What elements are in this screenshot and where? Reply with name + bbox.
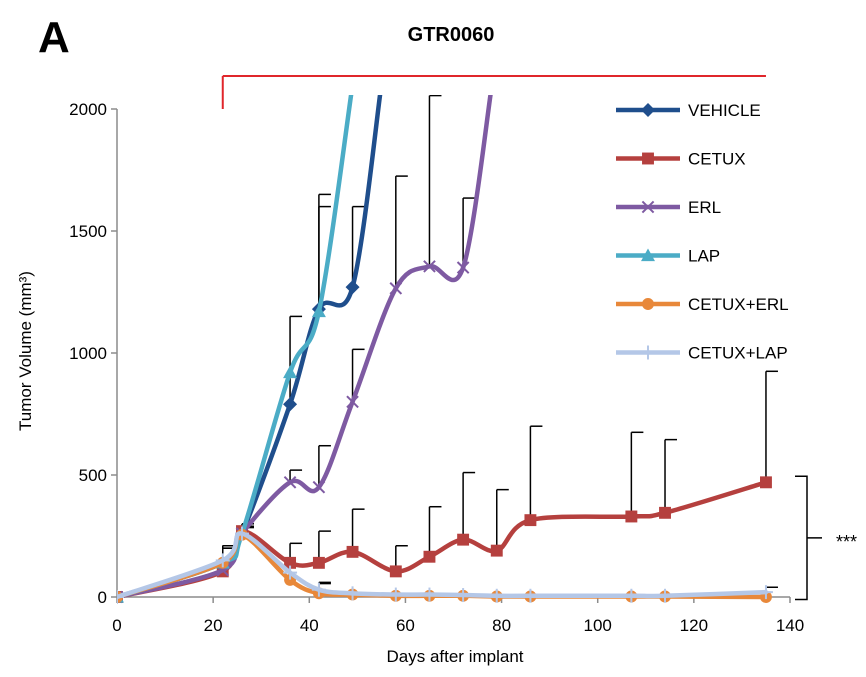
data-point-cetux-lap	[311, 582, 326, 597]
legend-marker	[642, 152, 654, 165]
data-point-cetux-lap	[658, 588, 673, 603]
legend-label: ERL	[688, 198, 721, 217]
marker-stroke	[389, 282, 403, 295]
x-tick-label: 80	[492, 616, 511, 635]
data-point-erl	[389, 282, 403, 295]
series-cetux	[117, 476, 772, 603]
data-point-cetux-lap	[523, 588, 538, 603]
legend-label: CETUX	[688, 150, 746, 169]
legend: VEHICLE CETUX ERL LAP CETUX+ERL CETUX+LAP	[616, 101, 789, 363]
x-tick-label: 40	[300, 616, 319, 635]
data-point-vehicle	[345, 280, 360, 295]
data-point-cetux-lap	[234, 526, 249, 541]
legend-marker	[641, 103, 655, 117]
data-point-erl	[346, 395, 359, 409]
data-point-erl	[312, 480, 326, 494]
y-tick-label: 1500	[69, 222, 107, 241]
series-cetux-lap	[117, 526, 773, 604]
series-lap	[117, 95, 354, 603]
y-axis-label: Tumor Volume (mm³)	[16, 271, 35, 431]
data-point-erl	[423, 260, 436, 273]
legend-label: CETUX+LAP	[688, 344, 788, 363]
data-point-cetux	[423, 550, 436, 563]
data-point-vehicle	[283, 397, 298, 412]
marker-stroke	[346, 395, 359, 409]
series-line-lap	[117, 95, 354, 600]
data-point-erl	[283, 476, 297, 489]
significance-bracket-lines	[795, 475, 822, 601]
data-point-cetux-lap	[388, 587, 403, 602]
data-point-cetux	[284, 556, 297, 569]
legend-item-cetux-lap: CETUX+LAP	[616, 344, 788, 363]
legend-marker	[641, 345, 655, 360]
data-point-cetux-lap	[624, 588, 639, 603]
data-point-cetux-lap	[345, 586, 360, 601]
legend-label: LAP	[688, 247, 720, 266]
series-line-cetux	[117, 480, 769, 600]
chart-title: GTR0060	[408, 24, 495, 46]
marker-stroke	[312, 480, 326, 494]
data-point-lap	[311, 304, 326, 318]
data-point-cetux	[760, 476, 772, 489]
data-point-cetux-lap	[758, 585, 773, 600]
data-point-erl	[456, 261, 470, 274]
legend-item-erl: ERL	[616, 198, 721, 217]
legend-label: CETUX+ERL	[688, 295, 789, 314]
data-point-lap	[283, 365, 298, 379]
x-tick-label: 60	[396, 616, 415, 635]
series-erl	[117, 95, 493, 604]
legend-marker	[642, 298, 654, 310]
data-point-cetux	[312, 556, 325, 569]
significance-label: ***	[836, 532, 857, 552]
x-tick-label: 100	[584, 616, 612, 635]
legend-marker	[641, 200, 655, 214]
y-tick-label: 1000	[69, 344, 107, 363]
marker-stroke	[423, 260, 436, 273]
data-point-cetux-lap	[422, 587, 437, 602]
data-point-cetux-lap	[215, 553, 230, 568]
data-point-cetux	[389, 565, 402, 578]
legend-item-cetux-erl: CETUX+ERL	[616, 295, 789, 314]
y-tick-label: 500	[79, 466, 107, 485]
panel-letter: A	[38, 13, 70, 62]
series-group	[117, 95, 773, 604]
marker-stroke	[283, 476, 297, 489]
data-point-cetux	[625, 510, 638, 523]
legend-item-lap: LAP	[616, 247, 720, 266]
data-point-cetux	[346, 545, 359, 558]
marker-stroke	[641, 200, 655, 214]
data-point-cetux-lap	[283, 565, 298, 580]
data-point-cetux	[524, 514, 537, 527]
legend-item-vehicle: VEHICLE	[616, 101, 761, 120]
x-tick-label: 0	[112, 616, 121, 635]
significance-bracket: ***	[795, 475, 857, 601]
x-tick-label: 20	[204, 616, 223, 635]
legend-marker	[641, 248, 655, 262]
legend-item-cetux: CETUX	[616, 150, 746, 169]
series-line-erl	[117, 95, 493, 600]
data-point-cetux-lap	[117, 590, 124, 604]
data-point-cetux	[659, 506, 671, 519]
x-tick-label: 120	[680, 616, 708, 635]
legend-label: VEHICLE	[688, 101, 761, 120]
marker-stroke	[456, 261, 470, 274]
data-point-cetux-lap	[489, 588, 504, 603]
y-tick-label: 2000	[69, 100, 107, 119]
data-point-cetux	[457, 533, 470, 546]
data-point-cetux	[490, 544, 503, 557]
series-line-cetux-lap	[117, 531, 769, 600]
data-point-cetux-lap	[456, 588, 471, 603]
x-tick-label: 140	[776, 616, 804, 635]
y-tick-label: 0	[98, 588, 107, 607]
x-axis-label: Days after implant	[387, 647, 524, 666]
